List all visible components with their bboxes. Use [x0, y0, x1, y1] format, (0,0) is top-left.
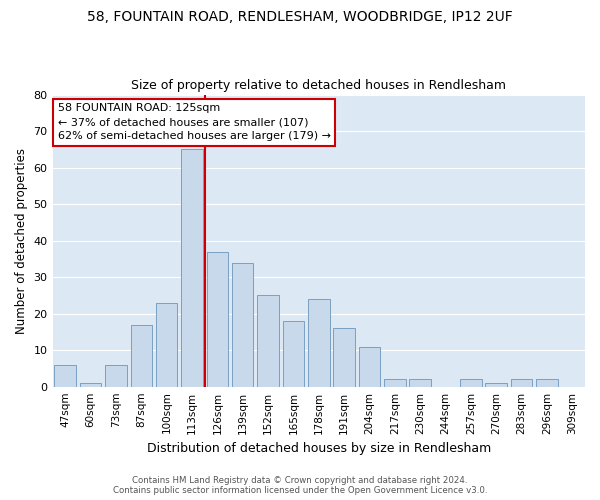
Text: 58 FOUNTAIN ROAD: 125sqm
← 37% of detached houses are smaller (107)
62% of semi-: 58 FOUNTAIN ROAD: 125sqm ← 37% of detach…: [58, 104, 331, 142]
Bar: [232, 262, 253, 386]
Bar: [308, 299, 329, 386]
Bar: [55, 365, 76, 386]
Bar: [206, 252, 228, 386]
X-axis label: Distribution of detached houses by size in Rendlesham: Distribution of detached houses by size …: [146, 442, 491, 455]
Y-axis label: Number of detached properties: Number of detached properties: [15, 148, 28, 334]
Bar: [359, 346, 380, 387]
Bar: [511, 380, 532, 386]
Text: Contains HM Land Registry data © Crown copyright and database right 2024.
Contai: Contains HM Land Registry data © Crown c…: [113, 476, 487, 495]
Bar: [257, 296, 279, 386]
Bar: [105, 365, 127, 386]
Bar: [80, 383, 101, 386]
Title: Size of property relative to detached houses in Rendlesham: Size of property relative to detached ho…: [131, 79, 506, 92]
Bar: [460, 380, 482, 386]
Text: 58, FOUNTAIN ROAD, RENDLESHAM, WOODBRIDGE, IP12 2UF: 58, FOUNTAIN ROAD, RENDLESHAM, WOODBRIDG…: [87, 10, 513, 24]
Bar: [409, 380, 431, 386]
Bar: [156, 302, 178, 386]
Bar: [131, 324, 152, 386]
Bar: [334, 328, 355, 386]
Bar: [384, 380, 406, 386]
Bar: [485, 383, 507, 386]
Bar: [283, 321, 304, 386]
Bar: [536, 380, 558, 386]
Bar: [181, 150, 203, 386]
